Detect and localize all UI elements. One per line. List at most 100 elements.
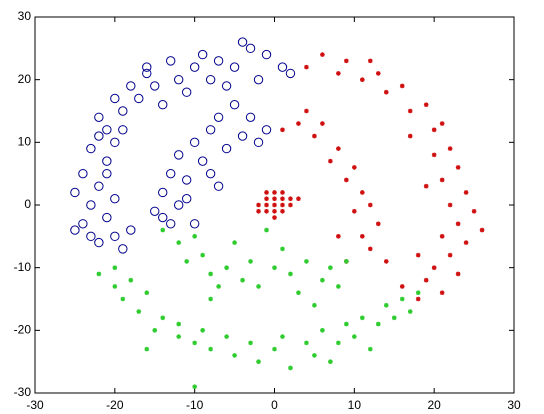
data-point xyxy=(431,127,437,133)
data-point xyxy=(272,208,277,214)
data-point xyxy=(280,127,285,133)
data-point xyxy=(280,196,285,202)
data-point xyxy=(86,200,96,210)
data-point xyxy=(96,271,102,277)
data-point xyxy=(375,71,381,76)
data-point xyxy=(78,168,88,179)
data-point xyxy=(383,259,389,264)
data-point xyxy=(102,125,112,135)
data-point xyxy=(344,321,349,327)
data-point xyxy=(166,219,176,229)
data-point xyxy=(328,265,333,270)
data-point xyxy=(197,49,208,60)
data-point xyxy=(344,177,349,183)
data-point xyxy=(415,252,421,258)
data-point xyxy=(439,290,445,296)
data-point xyxy=(110,194,120,204)
data-point xyxy=(352,334,357,339)
data-point xyxy=(272,202,277,208)
data-point xyxy=(94,237,104,248)
y-tick-label: 30 xyxy=(18,9,32,23)
data-point xyxy=(70,225,80,235)
data-point xyxy=(272,190,277,195)
data-point xyxy=(368,202,373,208)
data-point xyxy=(144,290,150,296)
data-point xyxy=(288,271,293,277)
data-point xyxy=(280,190,285,195)
data-point xyxy=(224,265,229,270)
data-point xyxy=(102,168,112,179)
data-point xyxy=(240,277,245,283)
data-point xyxy=(192,234,197,239)
data-point xyxy=(176,334,181,339)
data-point xyxy=(102,156,112,166)
data-point xyxy=(181,175,192,185)
data-point xyxy=(174,74,184,85)
data-point xyxy=(134,93,144,104)
x-tick-label: 0 xyxy=(271,398,278,412)
data-point xyxy=(264,208,269,214)
x-tick-label: 30 xyxy=(507,398,521,412)
x-tick-label: 20 xyxy=(427,398,441,412)
data-point xyxy=(368,58,373,64)
data-point xyxy=(213,56,224,66)
data-point xyxy=(336,340,341,346)
data-point xyxy=(120,296,126,302)
data-point xyxy=(94,131,104,141)
data-point xyxy=(253,137,264,148)
data-point xyxy=(70,187,80,198)
data-point xyxy=(479,227,485,233)
data-point xyxy=(368,346,373,352)
x-tick-label: -20 xyxy=(106,398,124,412)
y-tick-label: -30 xyxy=(14,385,32,399)
data-point xyxy=(463,190,469,195)
data-point xyxy=(312,133,317,139)
data-point xyxy=(94,181,104,191)
data-point xyxy=(232,353,237,358)
data-point xyxy=(78,219,88,229)
data-point xyxy=(229,100,240,110)
data-point xyxy=(415,296,421,302)
data-point xyxy=(463,240,469,245)
data-point xyxy=(118,244,128,254)
data-point xyxy=(344,58,349,64)
data-point xyxy=(144,346,150,352)
data-point xyxy=(383,89,389,95)
data-point xyxy=(328,359,333,364)
data-point xyxy=(142,62,152,72)
data-point xyxy=(264,196,269,202)
x-tick-label: -30 xyxy=(26,398,44,412)
data-point xyxy=(224,334,229,339)
data-point xyxy=(110,231,120,242)
data-point xyxy=(344,259,349,264)
x-tick-label: -10 xyxy=(186,398,204,412)
data-point xyxy=(280,202,285,208)
data-point xyxy=(280,334,285,339)
data-point xyxy=(261,125,272,135)
data-point xyxy=(407,309,413,314)
x-tick-label: 10 xyxy=(348,398,362,412)
data-point xyxy=(189,137,200,148)
data-point xyxy=(264,190,269,195)
data-point xyxy=(415,290,421,296)
data-point xyxy=(320,328,325,333)
data-point xyxy=(285,68,296,79)
data-point xyxy=(189,219,200,229)
data-point xyxy=(110,93,120,104)
data-point xyxy=(352,208,357,214)
data-point xyxy=(86,231,96,242)
data-point xyxy=(272,215,277,220)
data-point xyxy=(288,202,293,208)
data-point xyxy=(136,309,142,314)
data-point xyxy=(94,112,104,122)
data-point xyxy=(407,133,413,139)
data-point xyxy=(174,200,184,210)
data-point xyxy=(455,271,461,277)
data-point xyxy=(447,252,453,258)
y-tick-label: -20 xyxy=(14,323,32,337)
data-point xyxy=(248,340,253,346)
data-point xyxy=(256,359,261,364)
data-point xyxy=(102,212,112,223)
data-point xyxy=(304,259,309,264)
data-point xyxy=(184,259,189,264)
